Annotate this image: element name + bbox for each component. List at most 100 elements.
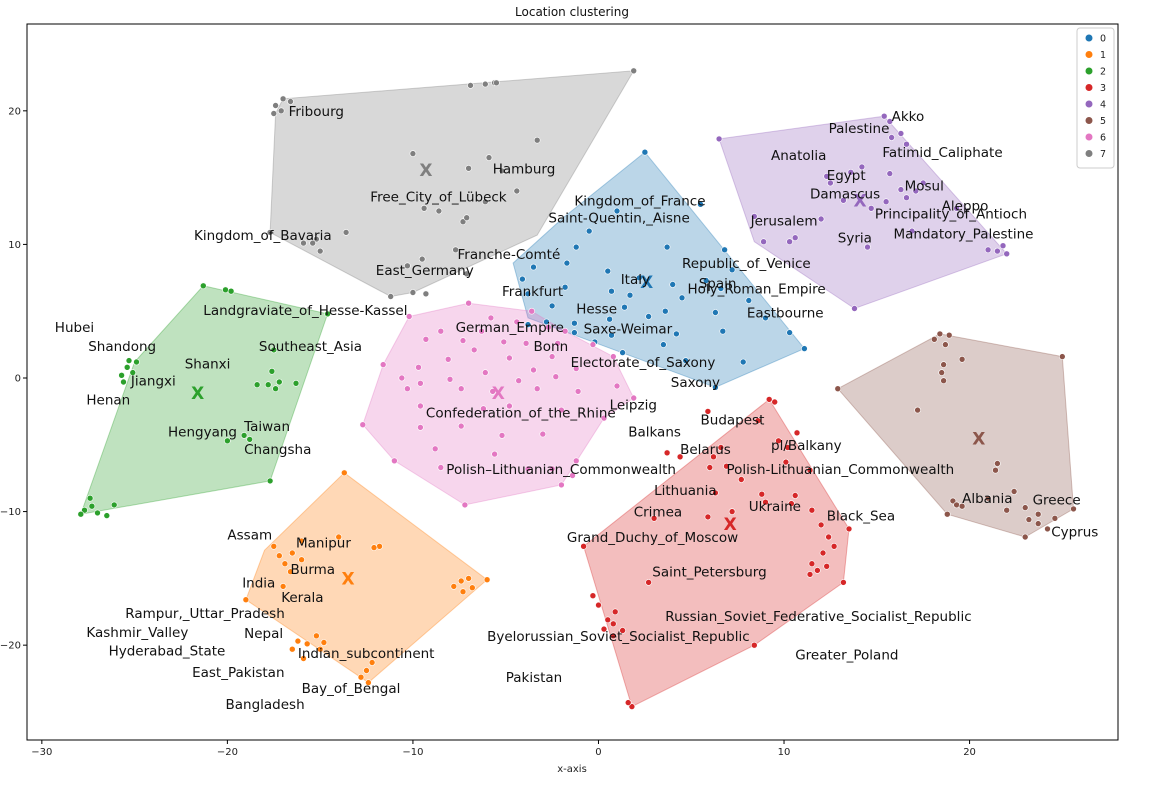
cluster-5-point xyxy=(949,497,957,505)
cluster-6-point xyxy=(552,373,560,381)
cluster-6-point xyxy=(465,299,472,307)
cluster-0-point xyxy=(645,313,652,320)
y-tick-label: 10 xyxy=(8,240,21,251)
cluster-7-point xyxy=(277,107,285,115)
cluster-2-point xyxy=(240,432,248,439)
legend-marker xyxy=(1085,117,1093,124)
cluster-6-point xyxy=(422,335,430,343)
point-label: Mosul xyxy=(905,179,944,195)
cluster-5-point xyxy=(930,335,938,343)
x-tick-label: −30 xyxy=(31,747,52,758)
cluster-7-point xyxy=(630,67,638,75)
cluster-4-point xyxy=(897,130,905,137)
point-label: Bay_of_Bengal xyxy=(302,681,401,697)
point-label: Burma xyxy=(291,562,336,578)
point-label: Fribourg xyxy=(289,104,344,120)
cluster-4-point xyxy=(847,169,855,176)
point-label: Rampur,_Uttar_Pradesh xyxy=(125,606,284,622)
cluster-4-point xyxy=(817,215,825,223)
point-label: Ukraine xyxy=(749,499,801,515)
cluster-0-point xyxy=(762,314,769,322)
cluster-4-point xyxy=(880,112,888,120)
point-label: Southeast_Asia xyxy=(259,339,362,355)
cluster-0-point xyxy=(530,263,537,271)
cluster-2-point xyxy=(270,346,278,354)
cluster-0-point xyxy=(563,259,571,267)
legend-marker xyxy=(1085,84,1093,91)
cluster-1-point xyxy=(279,583,287,590)
cluster-5-point xyxy=(1034,520,1042,527)
cluster-5-point xyxy=(1021,504,1029,511)
cluster-6-point xyxy=(533,385,541,393)
cluster-3-point xyxy=(676,453,684,461)
cluster-2-point xyxy=(324,310,331,318)
cluster-4-point xyxy=(919,179,927,187)
legend-box xyxy=(1076,27,1115,169)
cluster-0-point xyxy=(561,283,569,291)
cluster-5-point xyxy=(1021,533,1029,541)
cluster-0-point xyxy=(626,291,634,299)
cluster-centroids: X X X X X X X X xyxy=(191,161,985,590)
cluster-6-point xyxy=(481,369,489,376)
cluster-6-point xyxy=(613,382,621,390)
point-label: Principality_of_Antioch xyxy=(875,207,1027,223)
legend-label: 1 xyxy=(1100,50,1106,61)
cluster-4-point xyxy=(715,135,723,143)
cluster-3-point xyxy=(754,417,762,425)
point-label: Hengyang xyxy=(168,424,237,440)
point-label: Hesse xyxy=(576,302,617,318)
cluster-0-point xyxy=(619,349,626,356)
cluster-6-point xyxy=(431,445,439,453)
cluster-6-point xyxy=(500,338,508,346)
cluster-6-point xyxy=(478,327,485,335)
cluster-1-point xyxy=(335,533,343,541)
cluster-3-point xyxy=(712,489,719,497)
cluster-7-point xyxy=(409,150,417,157)
point-label: Saint-Quentin,_Aisne xyxy=(548,211,689,227)
cluster-4-point xyxy=(840,197,847,204)
point-label: Franche-Comté xyxy=(458,247,561,263)
cluster-3-point xyxy=(758,490,766,498)
cluster-6-point xyxy=(569,472,576,479)
cluster-6-point xyxy=(554,339,562,347)
point-label: East_Germany xyxy=(376,263,474,279)
cluster-0-point xyxy=(678,294,686,302)
cluster-2-point xyxy=(275,378,283,386)
cluster-2-point xyxy=(88,502,96,510)
cluster-3-point xyxy=(609,620,617,628)
cluster-6-point xyxy=(417,424,424,431)
cluster-6-point xyxy=(522,339,530,347)
cluster-6-point xyxy=(524,465,532,473)
cluster-0-point xyxy=(524,290,532,298)
legend-marker xyxy=(1085,51,1093,58)
cluster-4-point xyxy=(1003,250,1011,258)
cluster-4-centroid: X xyxy=(854,192,867,212)
cluster-0-point xyxy=(548,302,556,310)
cluster-6-point xyxy=(391,457,398,465)
cluster-4-point xyxy=(888,134,895,141)
cluster-7-point xyxy=(300,239,307,247)
cluster-2-point xyxy=(77,510,85,518)
cluster-5-centroid: X xyxy=(972,429,985,449)
cluster-0-point xyxy=(739,358,747,366)
cluster-7-point xyxy=(459,218,467,225)
cluster-3-point xyxy=(840,579,847,586)
cluster-3-point xyxy=(784,444,792,451)
point-label: Electorate_of_Saxony xyxy=(571,355,716,371)
cluster-2-point xyxy=(133,358,140,366)
cluster-7-point xyxy=(387,293,395,300)
cluster-4-point xyxy=(786,238,793,245)
cluster-6-point xyxy=(558,406,565,414)
cluster-7-point xyxy=(463,270,471,278)
point-label: Albania xyxy=(962,491,1012,507)
axes: −30 −20 −10 0 10 20 −20 −10 0 10 20 xyxy=(0,106,976,758)
cluster-7-point xyxy=(533,136,541,144)
cluster-5-point xyxy=(994,460,1001,467)
cluster-5-point xyxy=(1059,353,1066,360)
cluster-0-point xyxy=(669,281,677,288)
cluster-3-point xyxy=(706,464,714,471)
point-label: Republic_of_Venice xyxy=(682,256,811,272)
legend-label: 5 xyxy=(1100,116,1106,127)
cluster-3-point xyxy=(595,601,602,609)
cluster-0-point xyxy=(712,383,719,391)
